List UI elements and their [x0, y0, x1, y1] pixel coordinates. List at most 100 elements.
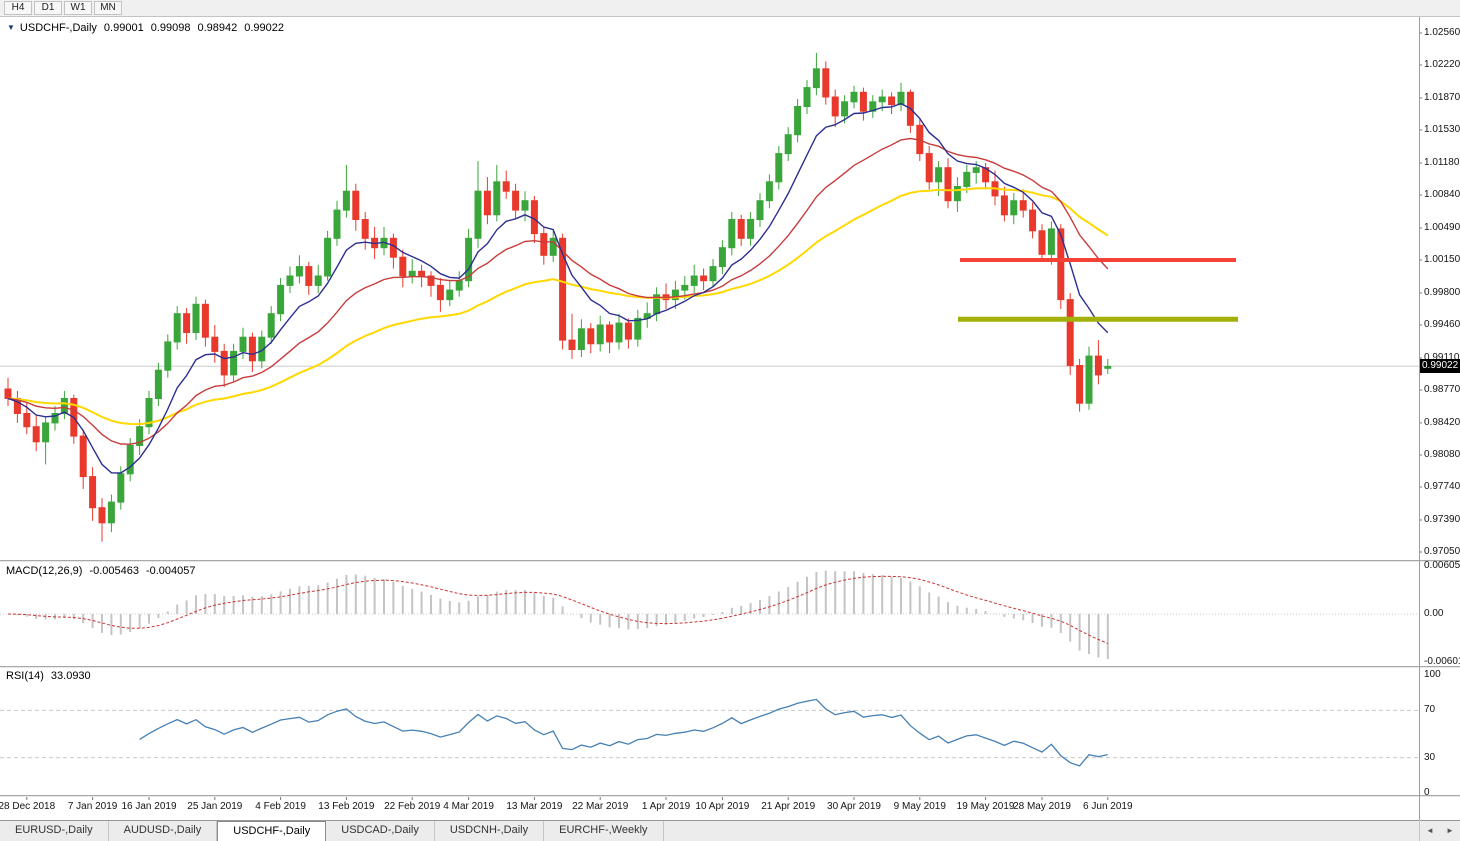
panel-separator[interactable] — [0, 560, 1460, 562]
scroll-left-icon[interactable]: ◄ — [1426, 825, 1434, 835]
candle — [606, 324, 614, 343]
candle — [577, 328, 585, 350]
candle — [60, 398, 68, 414]
candle — [812, 68, 820, 89]
candle — [455, 280, 463, 291]
current-price-tag: 0.99022 — [1420, 359, 1460, 374]
rsi-value: 33.0930 — [50, 670, 91, 682]
candle — [1085, 355, 1093, 404]
rsi-indicator-label: RSI(14) 33.0930 — [6, 670, 91, 682]
candle — [89, 476, 97, 509]
timeframe-mn-button[interactable]: MN — [94, 1, 122, 15]
candle — [418, 270, 426, 277]
candle — [568, 339, 576, 351]
candle — [963, 171, 971, 187]
candle — [822, 68, 830, 98]
candle — [1038, 230, 1046, 255]
candle — [1104, 365, 1112, 369]
candle — [512, 190, 520, 211]
candle — [587, 328, 595, 345]
ohlc-low: 0.98942 — [197, 22, 238, 34]
candle — [1047, 228, 1055, 255]
candle — [728, 219, 736, 249]
price-scale-divider — [1419, 17, 1420, 820]
timeframe-w1-button[interactable]: W1 — [64, 1, 92, 15]
candle — [42, 422, 50, 443]
candle — [624, 322, 632, 340]
candle — [126, 445, 134, 475]
candle — [164, 341, 172, 371]
candle — [427, 275, 435, 286]
candle — [972, 167, 980, 173]
candle — [737, 219, 745, 239]
candle — [775, 153, 783, 183]
candle — [615, 322, 623, 343]
tab-usdchf-daily[interactable]: USDCHF-,Daily — [217, 821, 327, 841]
candle — [117, 473, 125, 503]
candle — [211, 336, 219, 352]
candle — [765, 181, 773, 202]
candle — [888, 96, 896, 106]
timeframe-d1-button[interactable]: D1 — [34, 1, 62, 15]
candle — [51, 413, 59, 424]
ohlc-high: 0.99098 — [150, 22, 191, 34]
candle — [474, 190, 482, 239]
candle — [154, 369, 162, 400]
tab-scroll-buttons: ◄ ► — [1419, 820, 1460, 841]
candle — [897, 91, 905, 106]
candle — [286, 275, 294, 286]
candles-layer — [4, 52, 1112, 542]
timeframe-h4-button[interactable]: H4 — [4, 1, 32, 15]
tab-usdcad-daily[interactable]: USDCAD-,Daily — [326, 821, 435, 841]
tab-audusd-daily[interactable]: AUDUSD-,Daily — [109, 821, 218, 841]
candle — [681, 284, 689, 291]
panel-separator[interactable] — [0, 795, 1460, 797]
ohlc-close: 0.99022 — [244, 22, 284, 34]
candle — [944, 167, 952, 202]
candle — [1076, 365, 1084, 404]
candle — [342, 190, 350, 211]
candle — [803, 87, 811, 107]
chart-menu-icon[interactable]: ▼ — [7, 23, 15, 32]
timeframe-toolbar: H4 D1 W1 MN — [0, 0, 1460, 17]
candle — [1019, 200, 1027, 211]
candle — [314, 275, 322, 286]
macd-indicator-label: MACD(12,26,9) -0.005463 -0.004057 — [6, 565, 196, 577]
macd-histogram — [16, 570, 1109, 659]
candle — [230, 350, 238, 376]
candle — [690, 275, 698, 286]
tab-eurusd-daily[interactable]: EURUSD-,Daily — [0, 821, 109, 841]
chart-symbol: USDCHF-,Daily — [19, 22, 97, 34]
candle — [136, 426, 144, 447]
candle — [878, 96, 886, 103]
candle — [107, 501, 115, 524]
tab-eurchf-weekly[interactable]: EURCHF-,Weekly — [544, 821, 664, 841]
candle — [183, 313, 191, 334]
candle — [295, 266, 303, 277]
candle — [634, 317, 642, 340]
candle — [540, 233, 548, 256]
candle — [794, 106, 802, 136]
candle — [502, 181, 510, 192]
ohlc-open: 0.99001 — [103, 22, 144, 34]
candle — [841, 101, 849, 117]
panel-separator[interactable] — [0, 666, 1460, 668]
candle — [145, 398, 153, 428]
ma-mid-line — [7, 137, 1109, 445]
candle — [747, 219, 755, 239]
candle — [248, 336, 256, 362]
scroll-right-icon[interactable]: ► — [1446, 825, 1454, 835]
candle — [530, 200, 538, 235]
tab-usdcnh-daily[interactable]: USDCNH-,Daily — [435, 821, 545, 841]
candle — [671, 289, 679, 301]
candle — [953, 186, 961, 202]
chart-title: ▼ USDCHF-,Daily 0.99001 0.99098 0.98942 0.990… — [7, 22, 284, 34]
candle — [850, 91, 858, 103]
candle — [935, 167, 943, 183]
candle — [1094, 355, 1102, 376]
candle — [521, 200, 529, 211]
candle — [23, 413, 31, 428]
ma-slow-line — [7, 187, 1109, 426]
candle — [399, 256, 407, 277]
